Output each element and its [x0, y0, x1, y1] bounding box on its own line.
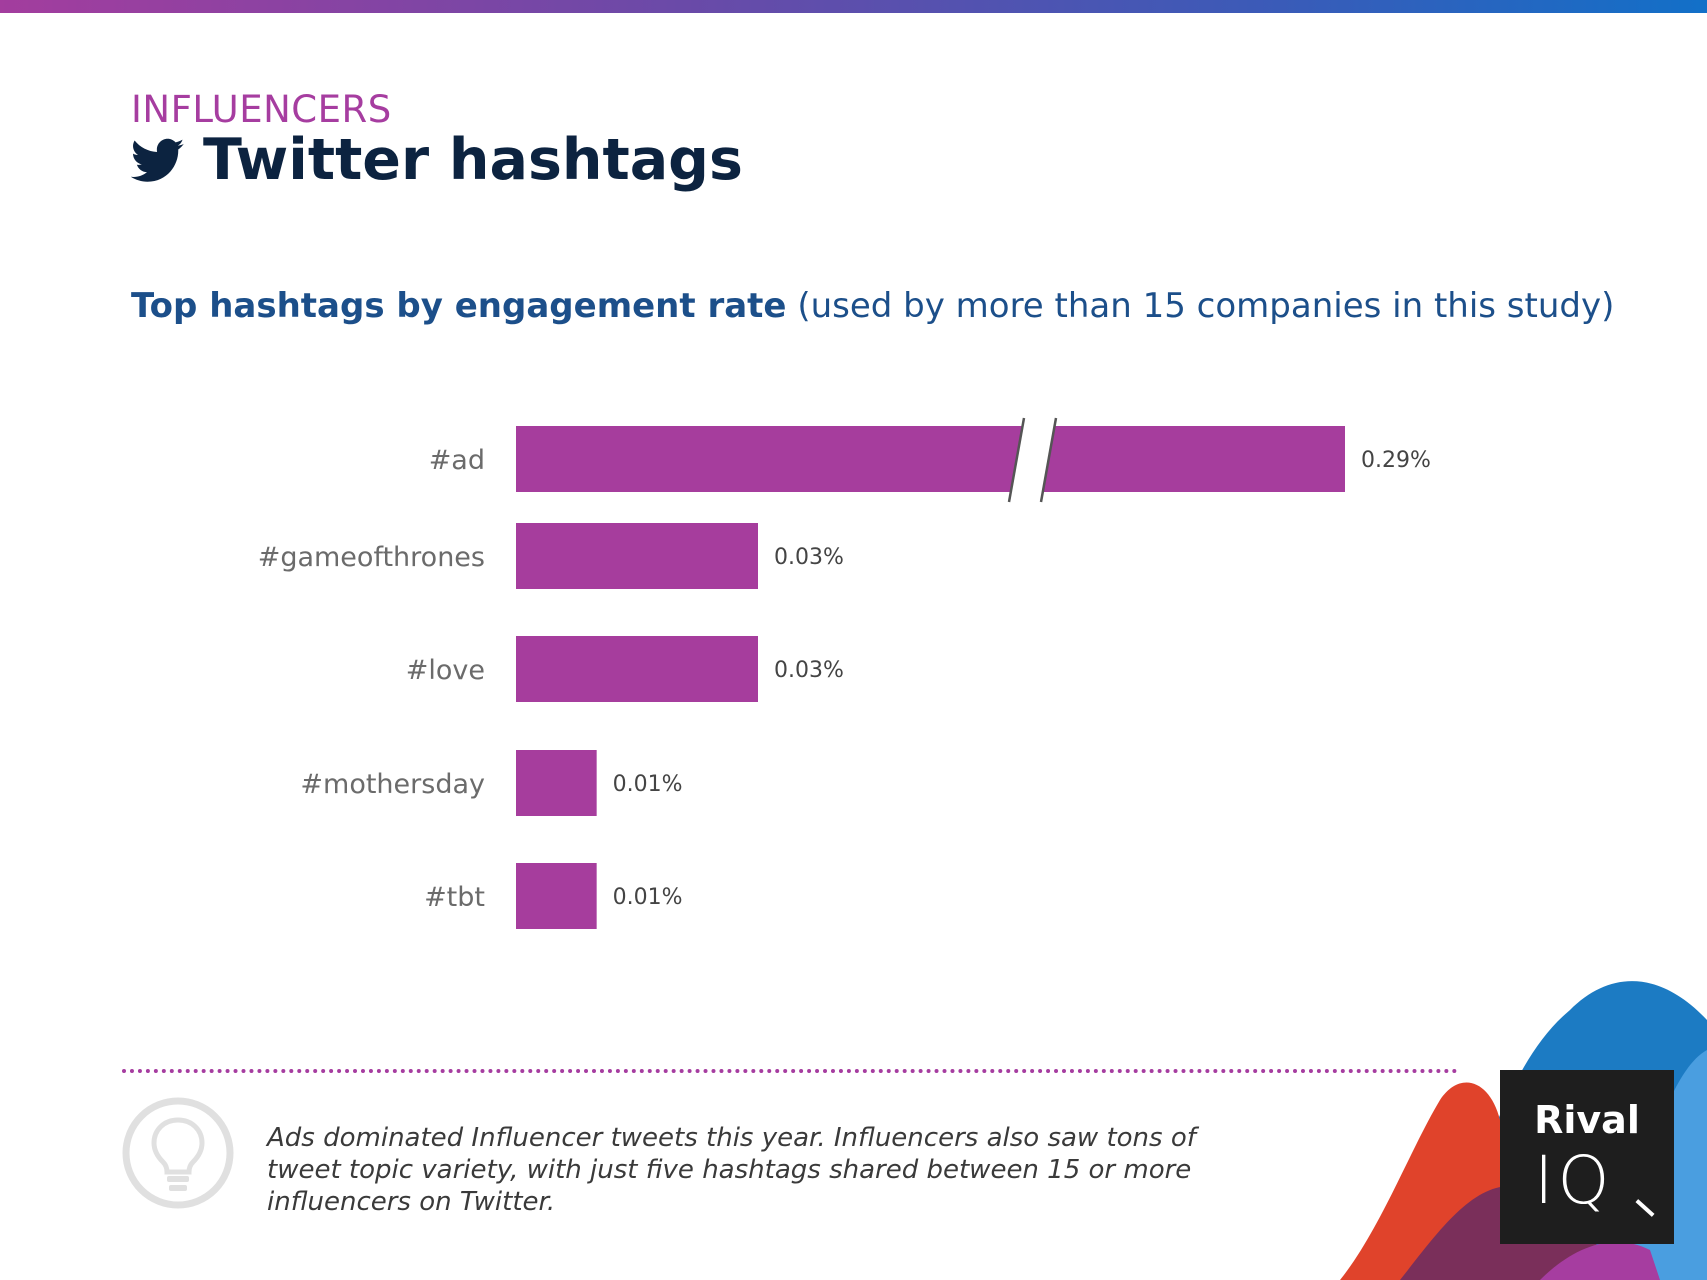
category-label: #ad — [429, 445, 485, 476]
value-label: 0.03% — [774, 545, 844, 570]
bar — [516, 636, 758, 702]
bar — [516, 523, 758, 589]
category-label: #tbt — [424, 882, 485, 913]
bar-chart: #ad 0.29% #gameofthrones 0.03% #love 0.03% #mo… — [258, 417, 1431, 929]
category-label: #gameofthrones — [258, 542, 485, 573]
value-label: 0.29% — [1361, 448, 1431, 473]
divider — [122, 1069, 1458, 1073]
category-label: #mothersday — [300, 769, 485, 800]
chart-subtitle: Top hashtags by engagement rate (used by… — [131, 286, 1614, 326]
insight-text: Ads dominated Influencer tweets this yea… — [267, 1123, 1196, 1217]
chart-subtitle-bold: Top hashtags by engagement rate — [131, 286, 787, 326]
value-label: 0.01% — [613, 772, 683, 797]
axis-break-mark — [1007, 417, 1026, 503]
value-label: 0.01% — [613, 885, 683, 910]
logo-q-tail — [1635, 1199, 1655, 1217]
bar — [516, 750, 597, 816]
top-gradient-bar — [0, 0, 1707, 13]
axis-break-mark — [1039, 417, 1058, 503]
bar — [516, 863, 597, 929]
category-label: #love — [406, 655, 485, 686]
logo-text-rival: Rival — [1534, 1098, 1640, 1142]
lightbulb-icon — [122, 1097, 234, 1209]
rival-iq-logo: Rival IQ — [1500, 1070, 1674, 1244]
chart-subtitle-rest: (used by more than 15 companies in this … — [797, 286, 1615, 326]
logo-text-iq: IQ — [1534, 1142, 1614, 1219]
value-label: 0.03% — [774, 658, 844, 683]
title-row: Twitter hashtags — [131, 132, 743, 189]
twitter-bird-icon — [131, 138, 185, 182]
page-title: Twitter hashtags — [203, 127, 743, 193]
section-label: INFLUENCERS — [131, 88, 392, 131]
bar — [516, 426, 1345, 492]
